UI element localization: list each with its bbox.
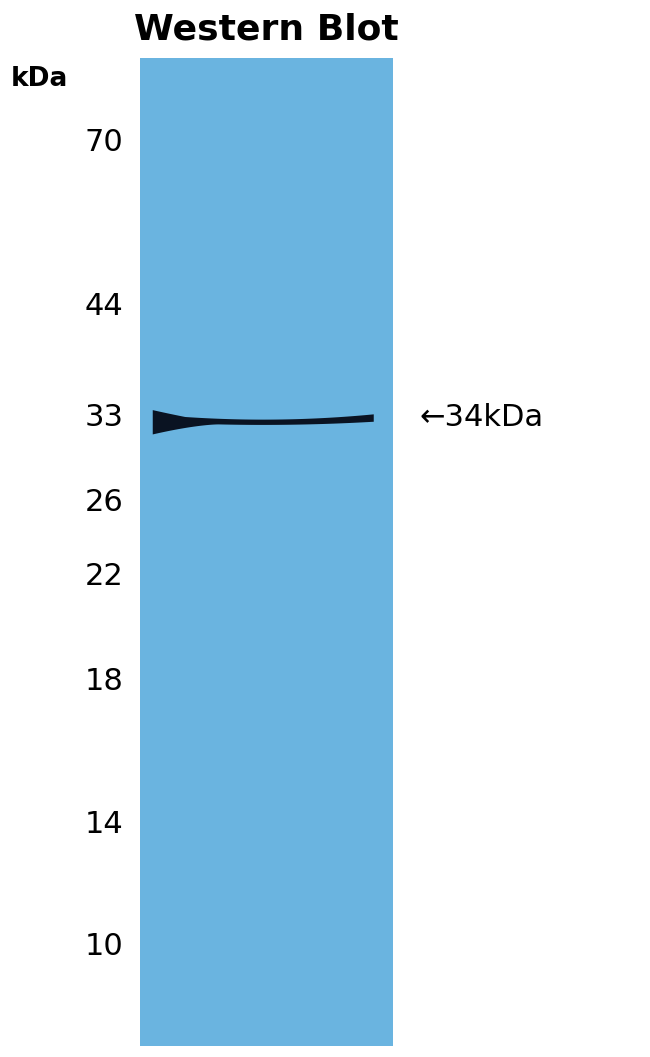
Text: kDa: kDa xyxy=(10,67,68,92)
Text: 22: 22 xyxy=(84,561,124,591)
Text: 26: 26 xyxy=(84,487,124,517)
Text: 18: 18 xyxy=(84,667,124,697)
Text: 10: 10 xyxy=(84,931,124,961)
Polygon shape xyxy=(153,410,374,434)
Text: 44: 44 xyxy=(84,292,124,321)
Text: ←34kDa: ←34kDa xyxy=(419,403,543,432)
Bar xyxy=(140,58,393,1046)
Text: 33: 33 xyxy=(84,403,124,432)
Text: Western Blot: Western Blot xyxy=(134,13,399,47)
Text: 70: 70 xyxy=(84,128,124,157)
Text: 14: 14 xyxy=(84,810,124,839)
